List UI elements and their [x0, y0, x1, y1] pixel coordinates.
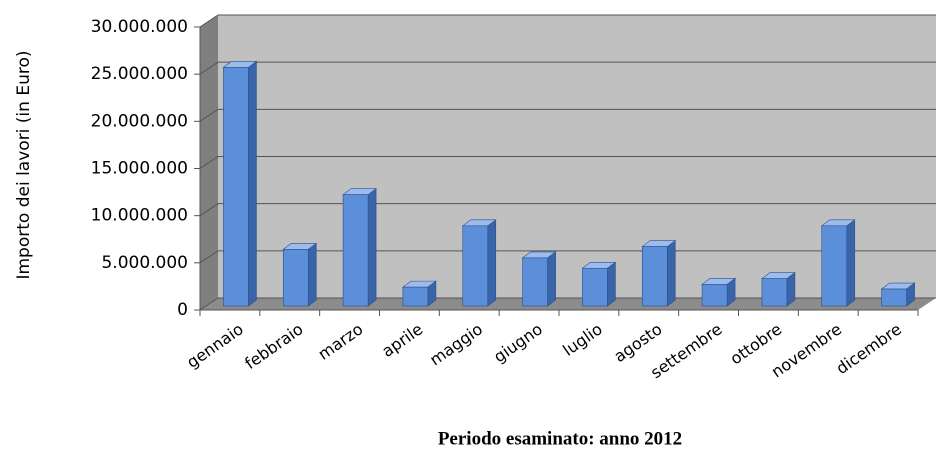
bar — [701, 284, 728, 307]
bar-side — [367, 188, 377, 307]
y-tick-label: 25.000.000 — [91, 64, 188, 84]
grid-line — [199, 250, 936, 264]
bar — [641, 246, 668, 307]
y-tick-label: 20.000.000 — [91, 111, 188, 131]
floor — [200, 298, 936, 310]
bar — [761, 278, 788, 307]
y-tick-label: 15.000.000 — [91, 159, 188, 179]
bar — [821, 225, 848, 307]
bar-side — [666, 239, 676, 307]
bar — [282, 249, 309, 307]
bar — [223, 67, 249, 307]
x-tick-label: gennaio — [183, 319, 247, 371]
bar-side — [487, 219, 497, 307]
bar-side — [846, 219, 856, 307]
y-tick-label: 0 — [177, 300, 188, 320]
grid-line — [199, 108, 936, 122]
x-tick-label: giugno — [490, 319, 546, 366]
bar-side — [307, 242, 317, 307]
y-tick-label: 5.000.000 — [101, 253, 188, 273]
x-tick-label: dicembre — [833, 319, 905, 378]
grid-line — [199, 203, 936, 217]
bar-side — [547, 251, 556, 307]
x-tick-label: aprile — [378, 319, 426, 361]
x-tick-label: febbraio — [241, 319, 306, 373]
grid-line — [199, 14, 936, 28]
x-tick-label: marzo — [314, 319, 366, 363]
grid-line — [199, 156, 936, 169]
bar — [342, 194, 369, 307]
bar — [881, 288, 907, 307]
grid-line — [199, 297, 936, 311]
grid-line — [199, 61, 936, 75]
x-tick-label: luglio — [559, 319, 605, 359]
bar — [462, 225, 489, 307]
x-tick-label: maggio — [426, 319, 486, 369]
bar — [402, 286, 429, 307]
bar — [522, 257, 548, 307]
y-axis-title: Importo dei lavori (in Euro) — [14, 50, 34, 279]
y-tick-label: 10.000.000 — [91, 206, 188, 226]
bar-side — [607, 261, 616, 307]
x-axis-title: Periodo esaminato: anno 2012 — [438, 428, 682, 449]
y-tick-label: 30.000.000 — [91, 17, 188, 37]
bar-side — [248, 60, 257, 307]
bar — [582, 267, 608, 307]
